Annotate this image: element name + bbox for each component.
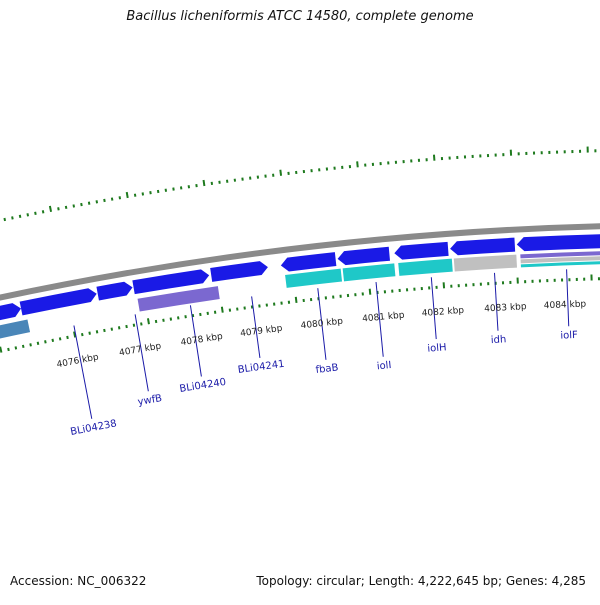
scale-label: 4078 kbp	[180, 332, 224, 348]
inner-tick-mark	[134, 324, 135, 327]
outer-tick-mark	[120, 196, 121, 199]
inner-tick-mark	[141, 322, 142, 325]
scale-label: 4077 kbp	[119, 341, 163, 358]
map-title: Bacillus licheniformis ATCC 14580, compl…	[0, 9, 600, 24]
forward-gene-arrow	[210, 261, 268, 282]
scale-labels: 4076 kbp 4077 kbp 4078 kbp 4079 kbp 4080…	[56, 300, 587, 371]
outer-tick-mark	[20, 215, 21, 218]
outer-tick-mark	[112, 198, 113, 201]
outer-tick-mark	[74, 204, 75, 207]
scale-label: 4084 kbp	[544, 300, 587, 312]
leader-line	[495, 273, 498, 331]
leader-line	[74, 326, 92, 419]
inner-tick-mark	[370, 289, 371, 295]
forward-gene-arrow	[450, 238, 515, 256]
forward-gene-arrow	[0, 303, 21, 321]
reverse-gene-block	[343, 263, 396, 281]
gene-label: BLi04238	[69, 418, 117, 438]
forward-gene-arrow	[394, 242, 448, 260]
scale-label: 4081 kbp	[362, 311, 405, 325]
outer-tick-mark	[280, 170, 281, 176]
forward-gene-arrow	[517, 234, 600, 251]
forward-gene-arrow	[96, 282, 132, 301]
inner-tick-mark	[67, 336, 68, 339]
inner-tick-mark	[119, 326, 120, 329]
inner-tick-mark	[38, 342, 39, 345]
gene-label: idh	[490, 334, 506, 346]
reverse-gene-block	[285, 269, 342, 288]
outer-tick-mark	[97, 200, 98, 203]
inner-tick-mark	[16, 346, 17, 349]
outer-tick-mark	[12, 216, 13, 219]
inner-tick-mark	[8, 348, 9, 351]
reverse-gene-block	[398, 259, 453, 276]
outer-tick-mark	[50, 206, 51, 212]
inner-tick-mark	[30, 343, 31, 346]
outer-tick-mark	[66, 206, 67, 209]
inner-tick-mark	[126, 325, 127, 328]
inner-tick-mark	[104, 329, 105, 332]
scale-label: 4082 kbp	[421, 306, 464, 319]
outer-tick-mark	[89, 202, 90, 205]
gene-label: BLi04240	[179, 377, 227, 395]
inner-tick-mark	[148, 318, 149, 324]
gene-label: fbaB	[315, 362, 339, 376]
outer-tick-mark	[357, 161, 358, 167]
inner-tick-mark	[222, 307, 223, 313]
inner-tick-mark	[112, 328, 113, 331]
inner-tick-mark	[89, 332, 90, 335]
outer-tick-mark	[104, 199, 105, 202]
reverse-gene-block	[454, 255, 517, 272]
forward-gene-arrow	[338, 247, 390, 265]
forward-gene-arrow	[281, 252, 337, 271]
outer-tick-mark	[81, 203, 82, 206]
inner-tick-mark	[23, 345, 24, 348]
inner-tick-mark	[296, 297, 297, 303]
inner-tick-mark	[45, 340, 46, 343]
scale-label: 4083 kbp	[484, 302, 527, 314]
outer-tick-mark	[4, 218, 5, 221]
gene-label: iolF	[560, 330, 578, 342]
inner-tick-mark	[0, 347, 1, 353]
outer-tick-mark	[35, 212, 36, 215]
outer-tick-mark	[127, 192, 128, 198]
leader-line	[567, 269, 569, 326]
outer-tick-mark	[204, 180, 205, 186]
gene-label: ywfB	[137, 393, 163, 408]
outer-tick-mark	[43, 210, 44, 213]
scale-label: 4079 kbp	[240, 324, 284, 340]
gene-label: iolH	[427, 342, 447, 354]
outer-tick-mark	[27, 213, 28, 216]
scale-label: 4076 kbp	[56, 352, 100, 370]
gene-label: iolI	[376, 360, 392, 372]
summary-text: Topology: circular; Length: 4,222,645 bp…	[256, 574, 586, 588]
accession-text: Accession: NC_006322	[10, 574, 146, 588]
inner-tick-mark	[60, 337, 61, 340]
inner-tick-mark	[52, 339, 53, 342]
outer-tick-mark	[58, 207, 59, 210]
gene-label: BLi04241	[237, 359, 285, 376]
inner-tick-mark	[97, 330, 98, 333]
inner-tick-mark	[82, 333, 83, 336]
reverse-gene-block	[0, 319, 30, 338]
